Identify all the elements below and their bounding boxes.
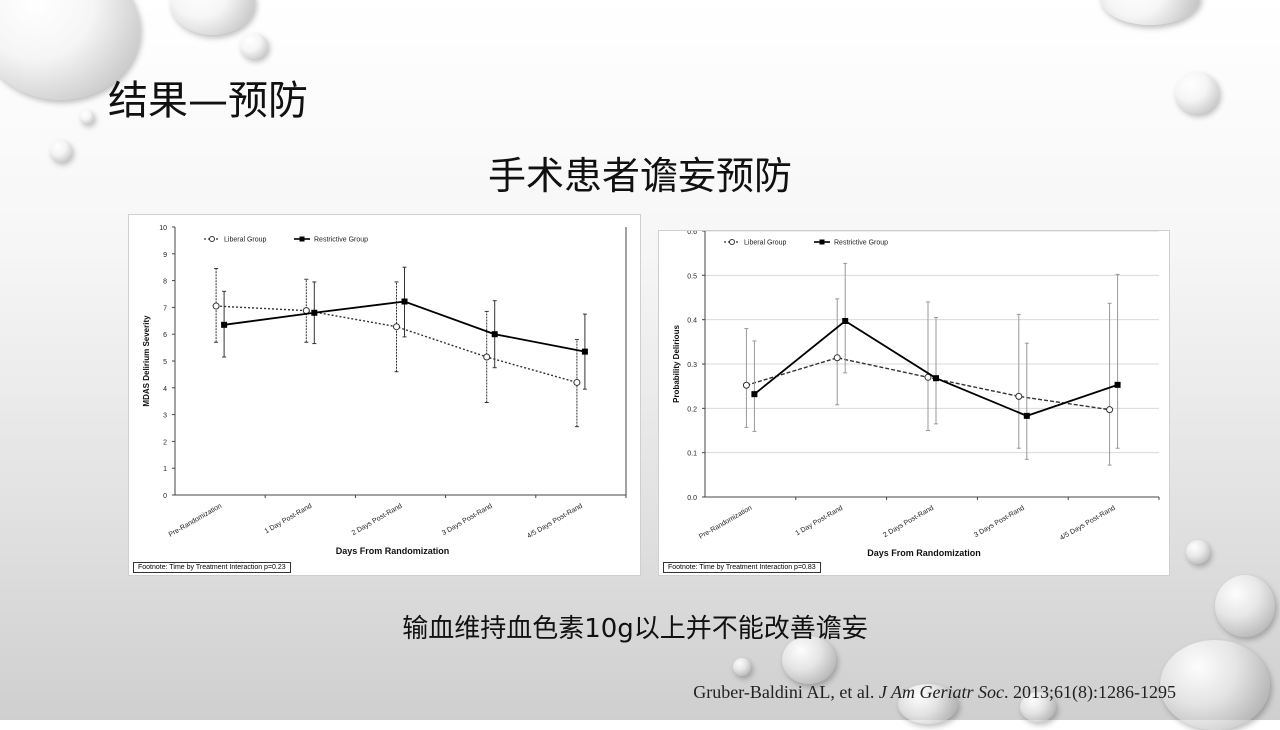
y-tick-label: 3 [163, 413, 167, 420]
restrictive-data-point [751, 391, 758, 398]
y-tick-label: 0.2 [687, 406, 697, 413]
x-tick-label: Pre-Randomization [698, 505, 753, 541]
y-tick-label: 2 [163, 439, 167, 446]
water-drop-decoration [898, 684, 958, 724]
probability-chart-panel: 0.0 0.1 0.2 0.3 0.4 0.5 0.6 Pre-Randomization 1 … [658, 230, 1170, 576]
legend-marker-restrictive [819, 239, 825, 245]
water-drop-decoration [1175, 72, 1219, 114]
y-tick-label: 0.4 [687, 318, 697, 325]
liberal-data-point [924, 373, 932, 381]
restrictive-data-point [491, 331, 498, 338]
citation: Gruber-Baldini AL, et al. J Am Geriatr S… [693, 682, 1176, 703]
liberal-data-point [483, 353, 491, 361]
restrictive-data-point [933, 375, 939, 382]
liberal-data-point [833, 354, 841, 362]
water-drop-decoration [1215, 575, 1275, 637]
x-tick-label: 3 Days Post-Rand [441, 503, 494, 538]
y-tick-label: 0.6 [687, 231, 697, 236]
citation-details: . 2013;61(8):1286-1295 [1004, 682, 1176, 702]
x-axis-title: Days From Randomization [867, 548, 981, 558]
x-tick-label: 4/5 Days Post-Rand [526, 503, 584, 540]
legend-marker-restrictive [299, 236, 305, 242]
liberal-data-point [742, 381, 750, 389]
restrictive-data-point [581, 348, 588, 355]
water-drop-decoration [80, 110, 94, 124]
slide-title: 结果—预防 [108, 78, 308, 124]
liberal-data-point [1106, 406, 1114, 414]
y-tick-label: 0 [163, 493, 167, 500]
legend-marker-liberal [209, 236, 215, 242]
x-tick-label: 2 Days Post-Rand [351, 503, 404, 538]
legend-label-liberal: Liberal Group [744, 240, 787, 247]
y-axis-title: MDAS Delirium Severity [142, 315, 151, 407]
x-tick-label: 1 Day Post-Rand [264, 503, 314, 536]
y-tick-label: 5 [163, 359, 167, 366]
water-drop-decoration [1020, 692, 1056, 722]
liberal-data-point [573, 378, 581, 386]
y-tick-label: 1 [163, 466, 167, 473]
water-drop-decoration [50, 140, 72, 162]
citation-journal: J Am Geriatr Soc [878, 682, 1005, 702]
water-drop-decoration [170, 0, 255, 35]
y-tick-label: 0.0 [687, 495, 697, 502]
liberal-data-point [393, 323, 400, 331]
restrictive-data-point [311, 309, 318, 316]
water-drop-decoration [733, 658, 751, 676]
chart-footnote: Footnote: Time by Treatment Interaction … [133, 562, 291, 573]
y-tick-label: 0.3 [687, 362, 697, 369]
y-tick-label: 8 [163, 279, 167, 286]
water-drop-decoration [1100, 0, 1200, 25]
water-drop-decoration [782, 636, 836, 684]
y-tick-label: 0.1 [687, 451, 697, 458]
water-drop-decoration [240, 33, 268, 59]
x-axis-title: Days From Randomization [336, 546, 450, 556]
slide-subtitle: 手术患者谵妄预防 [487, 154, 792, 198]
restrictive-data-point [1023, 412, 1030, 419]
conclusion-text: 输血维持血色素10g以上并不能改善谵妄 [402, 614, 868, 644]
x-tick-label: Pre-Randomization [168, 503, 223, 539]
legend-label-restrictive: Restrictive Group [314, 237, 368, 244]
chart-footnote: Footnote: Time by Treatment Interaction … [663, 562, 821, 573]
x-tick-label: 1 Day Post-Rand [795, 505, 845, 538]
liberal-data-point [212, 302, 220, 310]
legend-label-restrictive: Restrictive Group [834, 240, 888, 247]
mdas-chart-panel: 0 1 2 3 4 5 6 7 8 9 10 Pre-Randomization 1 Day Post-… [128, 214, 641, 576]
x-tick-label: 4/5 Days Post-Rand [1059, 505, 1117, 542]
y-tick-label: 10 [159, 225, 167, 232]
restrictive-data-point [842, 317, 849, 324]
y-axis-title: Probability Delirious [672, 325, 681, 403]
restrictive-data-point [1114, 381, 1121, 388]
probability-delirious-chart: 0.0 0.1 0.2 0.3 0.4 0.5 0.6 Pre-Randomization 1 … [672, 231, 1160, 558]
water-drop-decoration [1186, 540, 1210, 564]
x-tick-label: 3 Days Post-Rand [973, 505, 1026, 540]
y-tick-label: 6 [163, 332, 167, 339]
legend-label-liberal: Liberal Group [224, 237, 267, 244]
y-tick-label: 9 [163, 252, 167, 259]
y-tick-label: 0.5 [687, 273, 697, 280]
restrictive-data-point [221, 321, 228, 328]
y-tick-label: 7 [163, 305, 167, 312]
citation-authors: Gruber-Baldini AL, et al. [693, 682, 879, 702]
water-drop-decoration [1160, 640, 1270, 730]
x-tick-label: 2 Days Post-Rand [882, 505, 935, 540]
liberal-data-point [1015, 392, 1023, 400]
mdas-severity-chart: 0 1 2 3 4 5 6 7 8 9 10 Pre-Randomization 1 Day Post-… [142, 225, 627, 556]
restrictive-data-point [401, 298, 408, 305]
y-tick-label: 4 [163, 386, 167, 393]
legend-marker-liberal [729, 239, 735, 245]
